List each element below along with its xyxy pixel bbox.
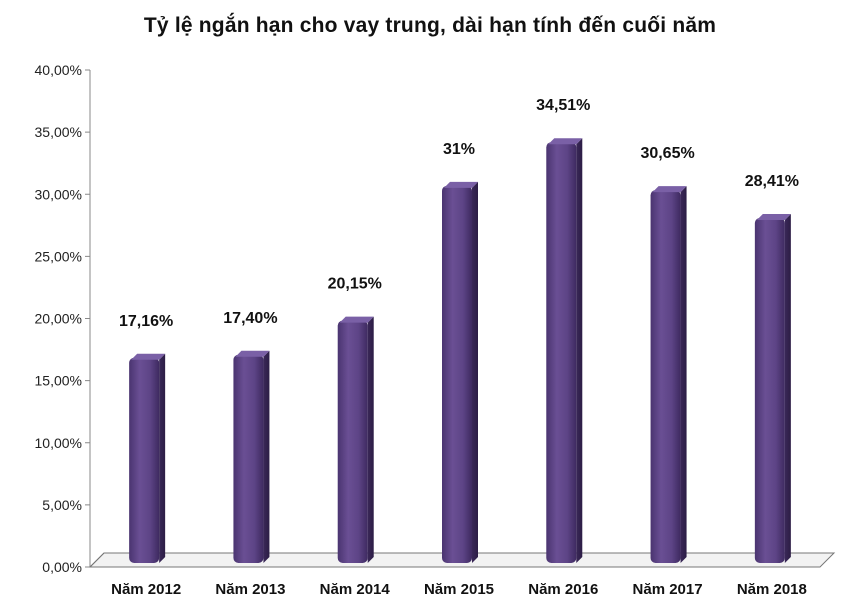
data-label: 17,16% bbox=[119, 313, 173, 330]
bar-front bbox=[233, 354, 264, 563]
bar bbox=[129, 353, 166, 563]
data-label: 17,40% bbox=[223, 310, 277, 327]
x-tick-label: Năm 2014 bbox=[320, 581, 391, 598]
data-label: 28,41% bbox=[745, 173, 799, 190]
y-tick-label: 0,00% bbox=[42, 559, 82, 575]
bar-side bbox=[263, 350, 270, 563]
bar-top bbox=[131, 353, 166, 360]
bar bbox=[650, 186, 687, 563]
bar-side bbox=[784, 214, 791, 564]
x-tick-label: Năm 2016 bbox=[528, 581, 598, 598]
data-label: 30,65% bbox=[640, 145, 694, 162]
bar bbox=[337, 316, 374, 563]
bar-side bbox=[576, 138, 583, 563]
x-tick-label: Năm 2012 bbox=[111, 581, 181, 598]
y-tick-label: 5,00% bbox=[42, 497, 82, 513]
bar-front bbox=[650, 190, 681, 563]
bar-front bbox=[337, 320, 368, 563]
bar-front bbox=[754, 218, 785, 564]
bar-top bbox=[235, 350, 270, 357]
bar-front bbox=[442, 185, 472, 563]
bar-side bbox=[367, 316, 374, 563]
bar-side bbox=[159, 353, 166, 563]
y-tick-label: 35,00% bbox=[35, 124, 82, 140]
x-tick-label: Năm 2013 bbox=[215, 581, 285, 598]
bar-top bbox=[444, 181, 478, 188]
y-tick-label: 25,00% bbox=[35, 248, 82, 264]
x-tick-label: Năm 2018 bbox=[737, 581, 807, 598]
bar-front bbox=[129, 357, 160, 563]
bar bbox=[546, 138, 583, 563]
bar-top bbox=[548, 138, 583, 145]
y-tick-label: 40,00% bbox=[35, 62, 82, 78]
data-label: 31% bbox=[443, 141, 475, 158]
floor-edge bbox=[89, 552, 105, 568]
bar-side bbox=[472, 181, 478, 563]
data-label: 20,15% bbox=[328, 276, 382, 293]
bar-top bbox=[339, 316, 374, 323]
data-label: 34,51% bbox=[536, 97, 590, 114]
y-tick-label: 30,00% bbox=[35, 186, 82, 202]
bar-side bbox=[680, 186, 687, 563]
chart-title: Tỷ lệ ngắn hạn cho vay trung, dài hạn tí… bbox=[143, 14, 717, 37]
bar-top bbox=[652, 186, 687, 193]
y-tick-label: 20,00% bbox=[35, 311, 82, 327]
bar-top bbox=[756, 214, 791, 221]
y-tick-label: 10,00% bbox=[35, 435, 82, 451]
bar bbox=[233, 350, 270, 563]
x-tick-label: Năm 2015 bbox=[424, 581, 494, 598]
x-tick-label: Năm 2017 bbox=[633, 581, 703, 598]
bar-front bbox=[546, 142, 577, 563]
bar bbox=[754, 214, 791, 564]
bar bbox=[442, 181, 478, 563]
y-tick-label: 15,00% bbox=[35, 373, 82, 389]
